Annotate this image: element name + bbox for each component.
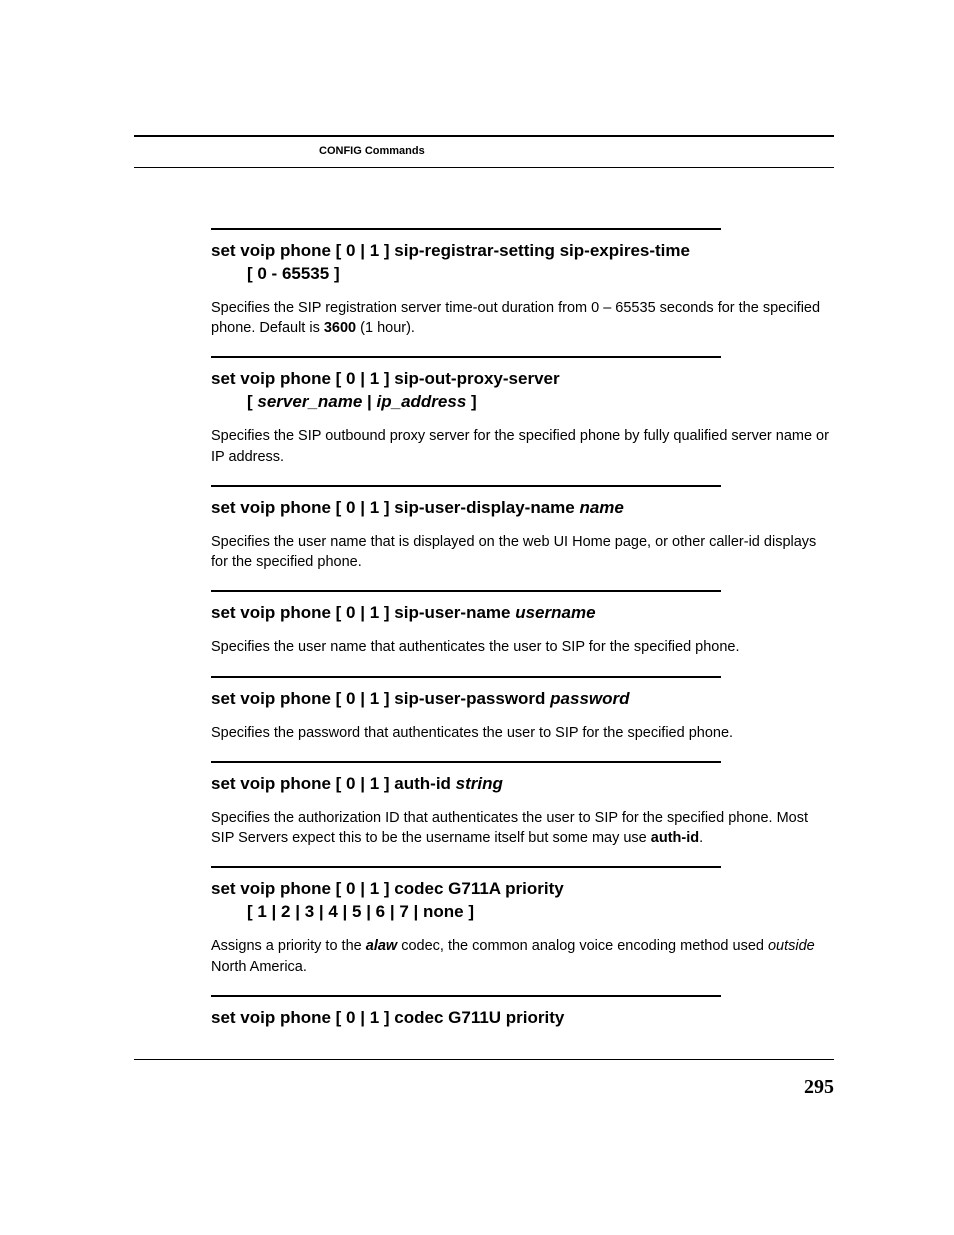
command-description: Specifies the SIP outbound proxy server … (211, 426, 829, 467)
page-number: 295 (804, 1076, 834, 1099)
command-heading-line1: set voip phone [ 0 | 1 ] sip-out-proxy-s… (211, 369, 560, 388)
command-rule (211, 761, 721, 763)
command-heading: set voip phone [ 0 | 1 ] auth-id string (211, 773, 754, 796)
command-heading-param: name (579, 498, 623, 517)
page-frame: CONFIG Commands set voip phone [ 0 | 1 ]… (134, 135, 834, 1048)
command-heading-text: set voip phone [ 0 | 1 ] sip-user-passwo… (211, 689, 550, 708)
command-heading-text: set voip phone [ 0 | 1 ] auth-id (211, 774, 456, 793)
footer-rule (134, 1059, 834, 1060)
command-heading-line1: set voip phone [ 0 | 1 ] codec G711A pri… (211, 879, 564, 898)
command-rule (211, 485, 721, 487)
command-heading: set voip phone [ 0 | 1 ] sip-user-name u… (211, 602, 754, 625)
header-underline (134, 167, 834, 168)
command-description: Specifies the user name that authenticat… (211, 637, 829, 657)
command-block: set voip phone [ 0 | 1 ] codec G711U pri… (211, 995, 754, 1030)
command-description: Specifies the user name that is displaye… (211, 532, 829, 573)
command-heading-param: password (550, 689, 629, 708)
command-heading-line2: [ 0 - 65535 ] (211, 263, 754, 286)
command-heading-line2: [ server_name | ip_address ] (211, 391, 754, 414)
command-heading-param: string (456, 774, 503, 793)
command-rule (211, 995, 721, 997)
command-block: set voip phone [ 0 | 1 ] auth-id string … (211, 761, 754, 849)
command-heading-line1: set voip phone [ 0 | 1 ] codec G711U pri… (211, 1008, 564, 1027)
command-heading: set voip phone [ 0 | 1 ] sip-user-passwo… (211, 688, 754, 711)
command-description: Specifies the authorization ID that auth… (211, 808, 829, 849)
content-area: set voip phone [ 0 | 1 ] sip-registrar-s… (134, 228, 754, 1030)
command-heading: set voip phone [ 0 | 1 ] codec G711U pri… (211, 1007, 754, 1030)
command-rule (211, 356, 721, 358)
command-block: set voip phone [ 0 | 1 ] sip-user-displa… (211, 485, 754, 573)
top-rule (134, 135, 834, 137)
header-section-title: CONFIG Commands (134, 145, 834, 167)
command-description: Specifies the password that authenticate… (211, 723, 829, 743)
command-heading-param: username (515, 603, 595, 622)
command-rule (211, 228, 721, 230)
command-block: set voip phone [ 0 | 1 ] sip-user-name u… (211, 590, 754, 657)
command-heading: set voip phone [ 0 | 1 ] codec G711A pri… (211, 878, 754, 924)
command-block: set voip phone [ 0 | 1 ] sip-out-proxy-s… (211, 356, 754, 466)
command-heading-line1: set voip phone [ 0 | 1 ] sip-registrar-s… (211, 241, 690, 260)
command-rule (211, 676, 721, 678)
command-heading-text: set voip phone [ 0 | 1 ] sip-user-name (211, 603, 515, 622)
command-description: Specifies the SIP registration server ti… (211, 298, 829, 339)
command-heading: set voip phone [ 0 | 1 ] sip-registrar-s… (211, 240, 754, 286)
command-heading-line2: [ 1 | 2 | 3 | 4 | 5 | 6 | 7 | none ] (211, 901, 754, 924)
command-block: set voip phone [ 0 | 1 ] codec G711A pri… (211, 866, 754, 976)
command-rule (211, 866, 721, 868)
command-block: set voip phone [ 0 | 1 ] sip-user-passwo… (211, 676, 754, 743)
command-heading: set voip phone [ 0 | 1 ] sip-user-displa… (211, 497, 754, 520)
command-rule (211, 590, 721, 592)
command-heading-text: set voip phone [ 0 | 1 ] sip-user-displa… (211, 498, 579, 517)
command-block: set voip phone [ 0 | 1 ] sip-registrar-s… (211, 228, 754, 338)
footer (134, 1059, 834, 1060)
command-description: Assigns a priority to the alaw codec, th… (211, 936, 829, 977)
command-heading: set voip phone [ 0 | 1 ] sip-out-proxy-s… (211, 368, 754, 414)
